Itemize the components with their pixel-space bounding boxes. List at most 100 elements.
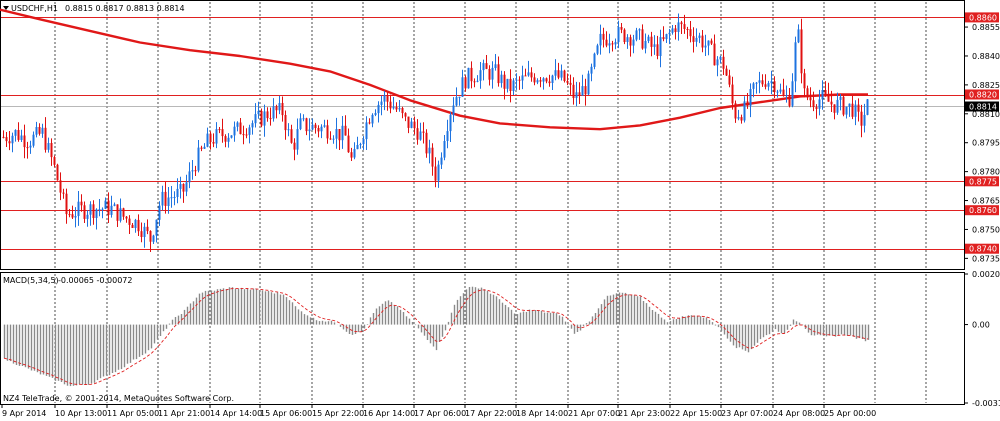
candle-body [560, 70, 563, 78]
price-pane[interactable] [0, 0, 965, 270]
ohlc-values: 0.8815 0.8817 0.8813 0.8814 [65, 4, 185, 13]
time-tick-label: 15 Apr 22:00 [312, 409, 364, 418]
candle-body [86, 214, 89, 219]
candle-body [704, 45, 707, 48]
candle-body [782, 89, 785, 96]
candle-body [845, 106, 848, 115]
candle-body [755, 82, 758, 84]
candle-body [623, 29, 626, 42]
candle-body [125, 216, 128, 219]
candle-body [458, 96, 461, 98]
moving-average [0, 8, 868, 131]
candle-body [14, 130, 17, 136]
candle-body [236, 122, 239, 127]
candle-body [368, 122, 371, 124]
candle-body [404, 113, 407, 117]
candle-body [524, 75, 527, 77]
candle-body [227, 137, 230, 142]
candle-body [80, 201, 83, 206]
candle-body [689, 29, 692, 37]
candle-body [17, 130, 20, 140]
candle-body [314, 124, 317, 128]
candle-body [98, 209, 101, 211]
candle-body [38, 127, 41, 134]
candle-body [248, 127, 251, 135]
candle-body [479, 70, 482, 81]
candle-body [164, 191, 167, 206]
candle-body [347, 135, 350, 153]
candle-body [83, 205, 86, 219]
candle-body [857, 104, 860, 112]
candle-body [788, 95, 791, 106]
candle-body [794, 42, 797, 82]
candle-body [317, 128, 320, 132]
candle-body [338, 129, 341, 141]
macd-name: MACD(5,34,5) [3, 276, 59, 285]
candle-body [860, 111, 863, 126]
candle-body [725, 68, 728, 76]
symbol-dropdown-icon[interactable] [3, 6, 9, 10]
time-tick-label: 18 Apr 14:00 [516, 409, 568, 418]
candle-body [842, 96, 845, 115]
price-tick-label: 0.8840 [972, 52, 1000, 61]
candle-body [473, 81, 476, 83]
candle-body [92, 204, 95, 218]
candle-body [65, 193, 68, 215]
candle-body [206, 133, 209, 147]
candle-body [851, 103, 854, 117]
price-axis[interactable]: 0.88550.88400.88250.88100.87950.87800.87… [964, 12, 1000, 408]
candle-body [383, 95, 386, 102]
candle-body [776, 91, 779, 93]
candle-body [602, 33, 605, 40]
candle-body [566, 81, 569, 83]
candle-body [830, 101, 833, 105]
candle-body [833, 104, 836, 113]
candle-body [770, 81, 773, 84]
candle-body [221, 129, 224, 137]
candle-body [446, 131, 449, 141]
candle-body [104, 200, 107, 209]
time-tick-label: 15 Apr 06:00 [260, 409, 312, 418]
candle-body [548, 81, 551, 84]
price-tick-label: 0.8765 [972, 197, 1000, 206]
candle-body [2, 136, 5, 138]
candle-body [848, 103, 851, 107]
candle-body [677, 22, 680, 32]
candle-body [356, 145, 359, 150]
time-tick-label: 25 Apr 00:00 [824, 409, 876, 418]
candle-body [467, 67, 470, 89]
candle-body [272, 106, 275, 119]
candle-body [434, 166, 437, 181]
candle-body [359, 144, 362, 146]
macd-pane[interactable] [0, 272, 965, 405]
candle-body [29, 145, 32, 148]
candle-body [23, 135, 26, 148]
candle-body [653, 44, 656, 47]
candle-body [644, 41, 647, 49]
candle-body [728, 75, 731, 85]
candle-body [455, 97, 458, 106]
candle-body [737, 117, 740, 119]
candle-body [137, 219, 140, 232]
candle-body [608, 43, 611, 46]
candle-body [476, 80, 479, 82]
candle-body [599, 33, 602, 46]
horizontal-levels[interactable] [1, 17, 964, 250]
candle-body [209, 133, 212, 142]
candle-body [218, 129, 221, 131]
candle-body [659, 37, 662, 56]
candle-body [863, 114, 866, 126]
candle-body [377, 104, 380, 114]
candle-body [131, 224, 134, 228]
candle-body [647, 36, 650, 41]
level-price-tag-label: 0.8775 [969, 177, 997, 186]
candle-body [617, 27, 620, 43]
candle-body [71, 214, 74, 218]
candle-body [254, 114, 257, 124]
candle-body [428, 147, 431, 154]
candle-body [266, 111, 269, 119]
candle-body [545, 78, 548, 82]
